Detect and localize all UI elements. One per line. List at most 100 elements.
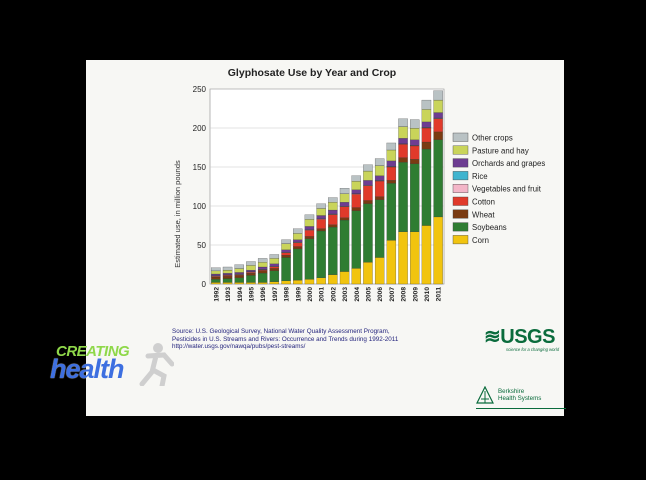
creating-health-logo: CREATING health <box>48 340 178 396</box>
bar-segment <box>386 149 397 162</box>
usgs-logo-tagline: science for a changing world <box>506 347 560 352</box>
x-tick-label: 2011 <box>436 287 443 302</box>
bar-segment <box>410 139 420 146</box>
bar-segment <box>293 228 303 234</box>
bar-segment <box>211 279 221 283</box>
bar-segment <box>433 112 443 119</box>
y-tick-label: 100 <box>193 202 207 211</box>
bar-segment <box>234 268 244 273</box>
bar-segment <box>257 270 268 274</box>
bar-segment <box>316 208 326 216</box>
legend-label: Pasture and hay <box>472 146 529 155</box>
x-tick-label: 2001 <box>319 287 326 302</box>
bar-segment <box>304 238 315 280</box>
plot-area: 0 50 100 150 200 250 1992 1993 1994 1995 1996 1997 1… <box>193 85 445 302</box>
bar-segment <box>374 257 385 285</box>
bar-segment <box>234 277 244 283</box>
bar-segment <box>222 282 233 285</box>
legend-swatch <box>452 235 469 245</box>
x-tick-label: 1992 <box>213 287 220 302</box>
bar-segment <box>351 189 361 194</box>
bar-segment <box>421 225 432 285</box>
legend-label: Other crops <box>472 134 513 143</box>
bhs-logo: Berkshire Health Systems <box>476 386 566 409</box>
bar-segment <box>410 163 420 232</box>
x-tick-label: 1997 <box>272 287 279 302</box>
x-tick-label: 1998 <box>284 287 291 302</box>
bar-segment <box>374 165 385 176</box>
x-tick-label: 1996 <box>260 287 267 302</box>
bar-segment <box>386 160 397 167</box>
bar-segment <box>246 261 256 266</box>
bar-segment <box>363 185 373 201</box>
bar-segment <box>211 270 221 275</box>
bar-segment <box>211 273 221 276</box>
bar-segment <box>433 131 443 140</box>
bar-segment <box>257 272 268 283</box>
bar-segment <box>351 194 361 208</box>
bar-segment <box>421 121 432 128</box>
bar-segment <box>351 268 361 285</box>
bar-segment <box>328 197 338 203</box>
bar-segment <box>281 249 291 253</box>
bar-segment <box>374 199 385 258</box>
legend-label: Vegetables and fruit <box>472 185 542 194</box>
bar-segment <box>211 276 221 280</box>
legend-label: Wheat <box>472 210 495 219</box>
bar-segment <box>281 255 291 258</box>
bar-segment <box>246 282 256 285</box>
bar-segment <box>363 262 373 285</box>
bar-segment <box>351 175 361 182</box>
bar-segment <box>363 180 373 186</box>
bar-segment <box>234 264 244 269</box>
legend-swatch <box>452 158 469 168</box>
bar-segment <box>398 231 408 285</box>
bar-segment <box>246 269 256 272</box>
legend-label: Corn <box>472 236 489 245</box>
legend-swatch <box>452 171 469 181</box>
bar-segment <box>234 282 244 285</box>
y-axis-label: Estimated use, in million pounds <box>173 160 182 268</box>
x-tick-label: 2005 <box>365 287 372 302</box>
legend-label: Rice <box>472 172 488 181</box>
bar-segment <box>433 99 443 113</box>
bar-segment <box>339 219 350 272</box>
bar-segment <box>363 203 373 263</box>
y-tick-label: 50 <box>197 241 206 250</box>
x-tick-label: 1993 <box>225 287 232 302</box>
bar-segment <box>246 272 256 276</box>
x-tick-label: 2002 <box>330 287 337 302</box>
legend-label: Cotton <box>472 198 495 207</box>
legend-swatch <box>452 209 469 219</box>
bar-segment <box>386 142 397 151</box>
bar-segment <box>269 263 280 267</box>
bhs-line-2: Health Systems <box>498 395 542 402</box>
bar-segment <box>269 270 280 282</box>
bar-segment <box>316 228 326 232</box>
y-tick-label: 150 <box>193 163 207 172</box>
bar-segment <box>374 175 385 181</box>
bar-segment <box>293 239 303 243</box>
bar-segment <box>339 188 350 194</box>
y-tick-label: 200 <box>193 124 207 133</box>
legend-label: Soybeans <box>472 223 507 232</box>
x-tick-label: 2007 <box>389 287 396 302</box>
x-tick-label: 1999 <box>295 287 302 302</box>
legend-swatch <box>452 196 469 206</box>
bar-segment <box>374 196 385 200</box>
bar-segment <box>281 257 291 282</box>
bar-segment <box>234 272 244 275</box>
bar-segment <box>211 267 221 272</box>
x-tick-label: 2004 <box>354 287 361 302</box>
bar-segment <box>246 275 256 283</box>
x-tick-label: 1994 <box>237 287 244 302</box>
bar-segment <box>328 274 338 285</box>
plot-background <box>209 88 445 285</box>
legend-swatch <box>452 145 469 155</box>
bar-segment <box>257 282 268 285</box>
bar-segment <box>351 207 361 211</box>
bar-segment <box>304 214 315 220</box>
bar-segment <box>421 99 432 110</box>
bar-segment <box>328 202 338 211</box>
source-citation: Source: U.S. Geological Survey, National… <box>172 328 432 351</box>
